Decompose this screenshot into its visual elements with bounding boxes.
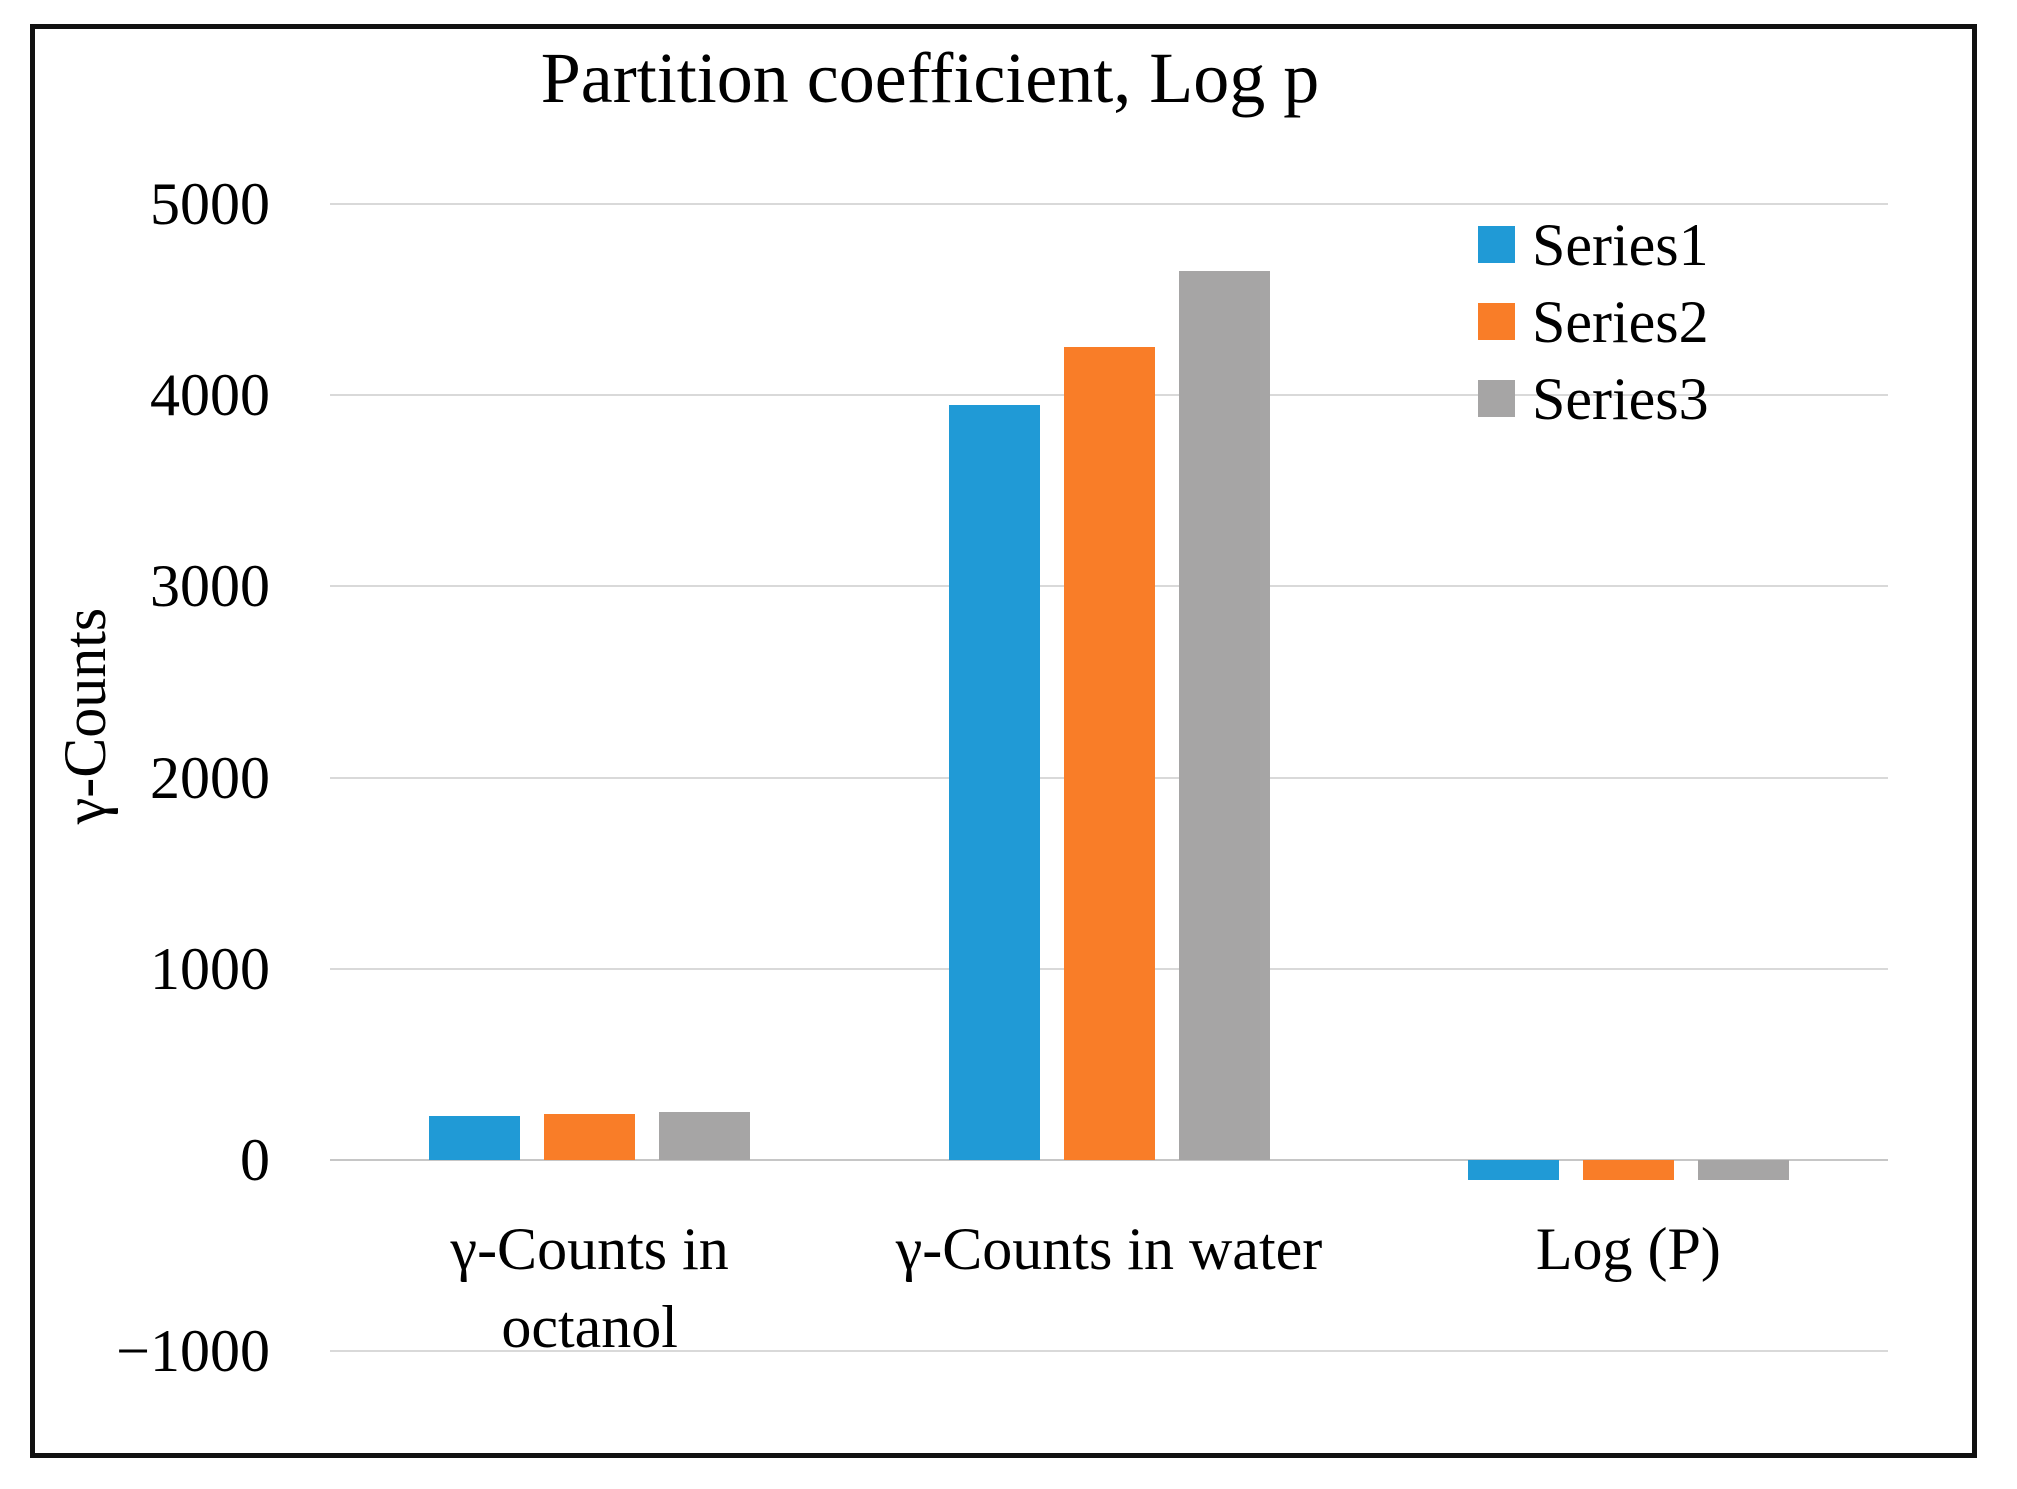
y-tick-label: 3000 (150, 553, 270, 620)
legend: Series1 Series2 Series3 (1478, 206, 1709, 437)
gridline (330, 203, 1888, 205)
legend-label: Series3 (1532, 365, 1709, 432)
x-axis-zero-line (330, 1158, 1888, 1161)
x-category-label: γ-Counts in octanol (451, 1210, 729, 1366)
x-category-label-line: Log (P) (1535, 1216, 1721, 1282)
y-tick-label: 5000 (150, 171, 270, 237)
bar-series3-category3 (1697, 1159, 1789, 1180)
bar-series2-category1 (544, 1113, 636, 1160)
gridline (330, 1350, 1888, 1352)
legend-item: Series3 (1478, 360, 1709, 437)
legend-item: Series2 (1478, 283, 1709, 360)
x-category-label: Log (P) (1536, 1210, 1721, 1288)
x-category-label-line: γ-Counts in water (895, 1216, 1323, 1282)
legend-swatch-series2 (1478, 303, 1515, 340)
y-tick-label: 1000 (150, 935, 270, 1002)
x-category-label-line: γ-Counts in (450, 1216, 729, 1282)
legend-swatch-series1 (1478, 226, 1515, 263)
x-category-label: γ-Counts in water (896, 1210, 1322, 1288)
bar-series3-category2 (1178, 270, 1270, 1160)
y-tick-label: 0 (240, 1126, 270, 1193)
legend-label: Series2 (1532, 288, 1709, 355)
y-tick-label: 4000 (150, 362, 270, 429)
bar-series2-category3 (1582, 1159, 1674, 1180)
bar-series1-category1 (429, 1115, 521, 1160)
bar-series1-category3 (1467, 1159, 1559, 1180)
y-tick-label: 2000 (150, 744, 270, 811)
chart-title: Partition coefficient, Log p (540, 38, 1320, 118)
x-category-label-line: octanol (501, 1294, 678, 1360)
y-tick-label: −1000 (116, 1318, 270, 1384)
bar-series3-category1 (659, 1112, 751, 1160)
legend-swatch-series3 (1478, 380, 1515, 417)
bar-series1-category2 (948, 404, 1040, 1160)
bar-series2-category2 (1063, 347, 1155, 1160)
legend-label: Series1 (1532, 211, 1709, 278)
legend-item: Series1 (1478, 206, 1709, 283)
